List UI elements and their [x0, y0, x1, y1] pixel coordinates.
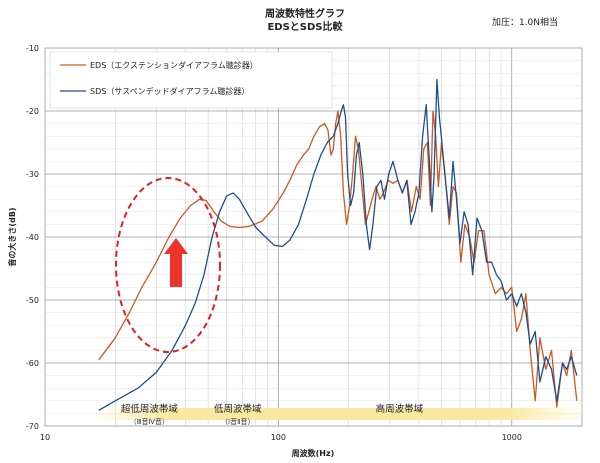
y-tick-label: -40	[26, 233, 39, 242]
pressure-note: 加圧：1.0N相当	[492, 16, 558, 28]
legend: EDS（エクステンションダイアフラム聴診器） SDS（サスペンデッドダイアフラム…	[49, 51, 333, 109]
series-layer	[98, 78, 578, 411]
legend-label-eds: EDS（エクステンションダイアフラム聴診器）	[90, 60, 258, 70]
y-tick-label: -60	[26, 359, 39, 368]
x-tick-label: 100	[271, 433, 286, 442]
legend-box	[49, 51, 333, 109]
y-tick-label: -20	[26, 107, 39, 116]
legend-label-sds: SDS（サスペンデッドダイアフラム聴診器）	[90, 86, 249, 96]
band-sublabel: （Ⅰ音Ⅱ音）	[221, 417, 255, 426]
y-tick-label: -70	[26, 422, 39, 431]
x-tick-label: 10	[40, 433, 50, 442]
band-labels: 超低周波帯域 （Ⅲ音Ⅳ音） 低周波帯域 （Ⅰ音Ⅱ音） 高周波帯域	[121, 403, 424, 426]
chart-title-line1: 周波数特性グラフ	[265, 7, 345, 20]
y-tick-label: -30	[26, 170, 39, 179]
x-axis-label: 周波数(Hz)	[292, 448, 335, 458]
y-tick-label: -10	[26, 44, 39, 53]
band-sublabel: （Ⅲ音Ⅳ音）	[130, 417, 169, 426]
series-line-sds	[98, 78, 578, 411]
up-arrow-icon	[164, 238, 188, 287]
y-tick-label: -50	[26, 296, 39, 305]
highlight-ellipse	[115, 177, 221, 353]
chart-title-line2: EDSとSDS比較	[267, 20, 343, 33]
band-label: 低周波帯域	[214, 403, 262, 415]
band-label: 高周波帯域	[376, 403, 424, 415]
y-axis-label: 音の大きさ(dB)	[7, 207, 17, 266]
x-tick-label: 1000	[502, 433, 522, 442]
band-highlight	[98, 408, 582, 420]
band-label: 超低周波帯域	[121, 403, 179, 415]
